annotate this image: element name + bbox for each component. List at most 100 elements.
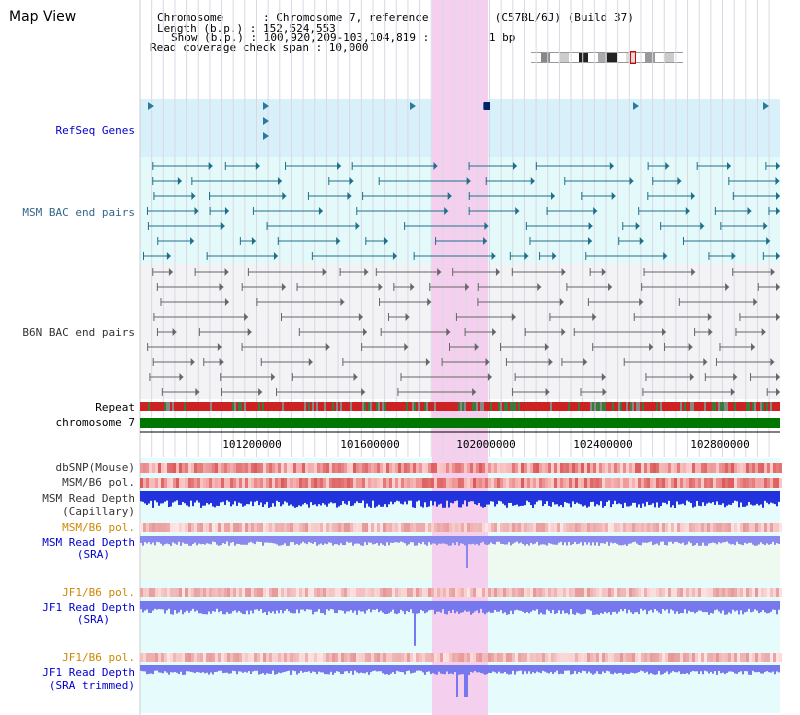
- jf1-pol2-heat-cell: [707, 653, 710, 662]
- msm-pol2-heat-cell: [701, 523, 704, 532]
- msm-pol2-heat-cell: [725, 523, 728, 532]
- ideogram-view-marker[interactable]: [630, 51, 636, 64]
- b6n-bac-pair: [776, 283, 780, 291]
- msm-cap-depth-bar: [640, 491, 642, 508]
- msm-sra-depth-bar: [366, 536, 368, 545]
- ideogram-band: [673, 52, 683, 63]
- msm-sra-depth-bar: [142, 536, 144, 546]
- label-refseq-genes[interactable]: RefSeq Genes: [55, 124, 135, 137]
- label-msm-depth-cap[interactable]: MSM Read Depth: [42, 492, 135, 505]
- jf1-pol2-heat-cell: [152, 653, 155, 662]
- msm-cap-depth-bar: [394, 491, 396, 503]
- dbsnp-heat-cell: [728, 463, 731, 473]
- jf1-trim-depth-bar: [530, 665, 532, 674]
- dbsnp-heat-cell: [476, 463, 479, 473]
- ideogram-band: [664, 52, 674, 63]
- dbsnp-heat-cell: [488, 463, 491, 473]
- jf1-trim-depth-bar: [698, 665, 700, 675]
- msm-pol-heat-cell: [347, 478, 350, 488]
- repeat-segment: [660, 402, 662, 411]
- jf1-trim-depth-bar: [148, 665, 150, 674]
- msm-pol2-heat-cell: [758, 523, 761, 532]
- repeat-segment: [194, 402, 196, 411]
- msm-pol2-heat-cell: [329, 523, 332, 532]
- msm-sra-depth-bar: [732, 536, 734, 545]
- jf1-pol2-heat-cell: [434, 653, 437, 662]
- repeat-segment: [400, 402, 402, 411]
- jf1-trim-depth-bar: [474, 665, 476, 671]
- msm-cap-depth-bar: [520, 491, 522, 506]
- jf1-sra-depth-bar: [442, 601, 444, 610]
- msm-pol2-heat-cell: [770, 523, 773, 532]
- label-msm-bac[interactable]: MSM BAC end pairs: [22, 206, 135, 219]
- label-msm-pol-1[interactable]: MSM/B6 pol.: [62, 476, 135, 489]
- repeat-segment: [564, 402, 566, 411]
- jf1-sra-depth-bar: [596, 601, 598, 615]
- repeat-segment: [440, 402, 442, 411]
- jf1-pol-heat-cell: [638, 588, 641, 597]
- msm-bac-pair: [433, 162, 438, 170]
- label-msm-depth-sra[interactable]: MSM Read Depth: [42, 536, 135, 549]
- b6n-bac-pair: [258, 388, 263, 396]
- repeat-segment: [756, 402, 758, 411]
- repeat-segment: [772, 402, 774, 411]
- label-jf1-pol-1[interactable]: JF1/B6 pol.: [62, 586, 135, 599]
- jf1-sra-depth-bar: [716, 601, 718, 610]
- label-msm-pol-2[interactable]: MSM/B6 pol.: [62, 521, 135, 534]
- jf1-sra-depth-bar: [254, 601, 256, 610]
- repeat-segment: [770, 402, 772, 411]
- jf1-pol-heat-cell: [491, 588, 494, 597]
- label-jf1-depth-trim[interactable]: JF1 Read Depth: [42, 666, 135, 679]
- msm-pol2-heat-cell: [587, 523, 590, 532]
- msm-pol2-heat-cell: [263, 523, 266, 532]
- b6n-bac-pair: [662, 328, 667, 336]
- msm-pol-heat-cell: [188, 478, 191, 488]
- msm-pol2-heat-cell: [320, 523, 323, 532]
- repeat-segment: [498, 402, 500, 411]
- repeat-segment: [184, 402, 186, 411]
- msm-pol2-heat-cell: [197, 523, 200, 532]
- msm-sra-depth-bar: [266, 536, 268, 543]
- msm-pol2-heat-cell: [692, 523, 695, 532]
- axis-tick-label: 101200000: [222, 438, 282, 451]
- jf1-sra-depth-bar: [670, 601, 672, 610]
- jf1-pol2-heat-cell: [149, 653, 152, 662]
- msm-pol-heat-cell: [269, 478, 272, 488]
- jf1-sra-depth-bar: [528, 601, 530, 614]
- msm-pol2-heat-cell: [380, 523, 383, 532]
- jf1-pol-heat-cell: [698, 588, 701, 597]
- repeat-segment: [694, 402, 696, 411]
- label-jf1-pol-2[interactable]: JF1/B6 pol.: [62, 651, 135, 664]
- jf1-pol-heat-cell: [734, 588, 737, 597]
- msm-cap-depth-bar: [770, 491, 772, 503]
- label-b6n-bac[interactable]: B6N BAC end pairs: [22, 326, 135, 339]
- msm-sra-depth-bar: [490, 536, 492, 543]
- msm-pol-heat-cell: [233, 478, 236, 488]
- jf1-pol-heat-cell: [272, 588, 275, 597]
- jf1-pol-heat-cell: [347, 588, 350, 597]
- jf1-pol-heat-cell: [437, 588, 440, 597]
- jf1-trim-depth-bar: [588, 665, 590, 672]
- jf1-pol-heat-cell: [293, 588, 296, 597]
- label-jf1-depth-sra[interactable]: JF1 Read Depth: [42, 601, 135, 614]
- msm-pol-heat-cell: [479, 478, 482, 488]
- jf1-sra-depth-bar: [590, 601, 592, 611]
- jf1-trim-depth-bar: [536, 665, 538, 672]
- jf1-sra-depth-bar: [340, 601, 342, 611]
- msm-pol-heat-cell: [263, 478, 266, 488]
- dbsnp-heat-cell: [515, 463, 518, 473]
- repeat-segment: [768, 402, 770, 411]
- jf1-trim-depth-bar: [480, 665, 482, 674]
- msm-pol-heat-cell: [443, 478, 446, 488]
- msm-pol-heat-cell: [392, 478, 395, 488]
- msm-sra-depth-bar: [632, 536, 634, 543]
- msm-pol2-heat-cell: [737, 523, 740, 532]
- dbsnp-heat-cell: [404, 463, 407, 473]
- msm-pol2-heat-cell: [776, 523, 779, 532]
- jf1-trim-depth-bar: [450, 665, 452, 674]
- repeat-segment: [242, 402, 244, 411]
- label-dbsnp[interactable]: dbSNP(Mouse): [55, 461, 135, 474]
- msm-cap-depth-bar: [454, 491, 456, 502]
- msm-cap-depth-bar: [392, 491, 394, 505]
